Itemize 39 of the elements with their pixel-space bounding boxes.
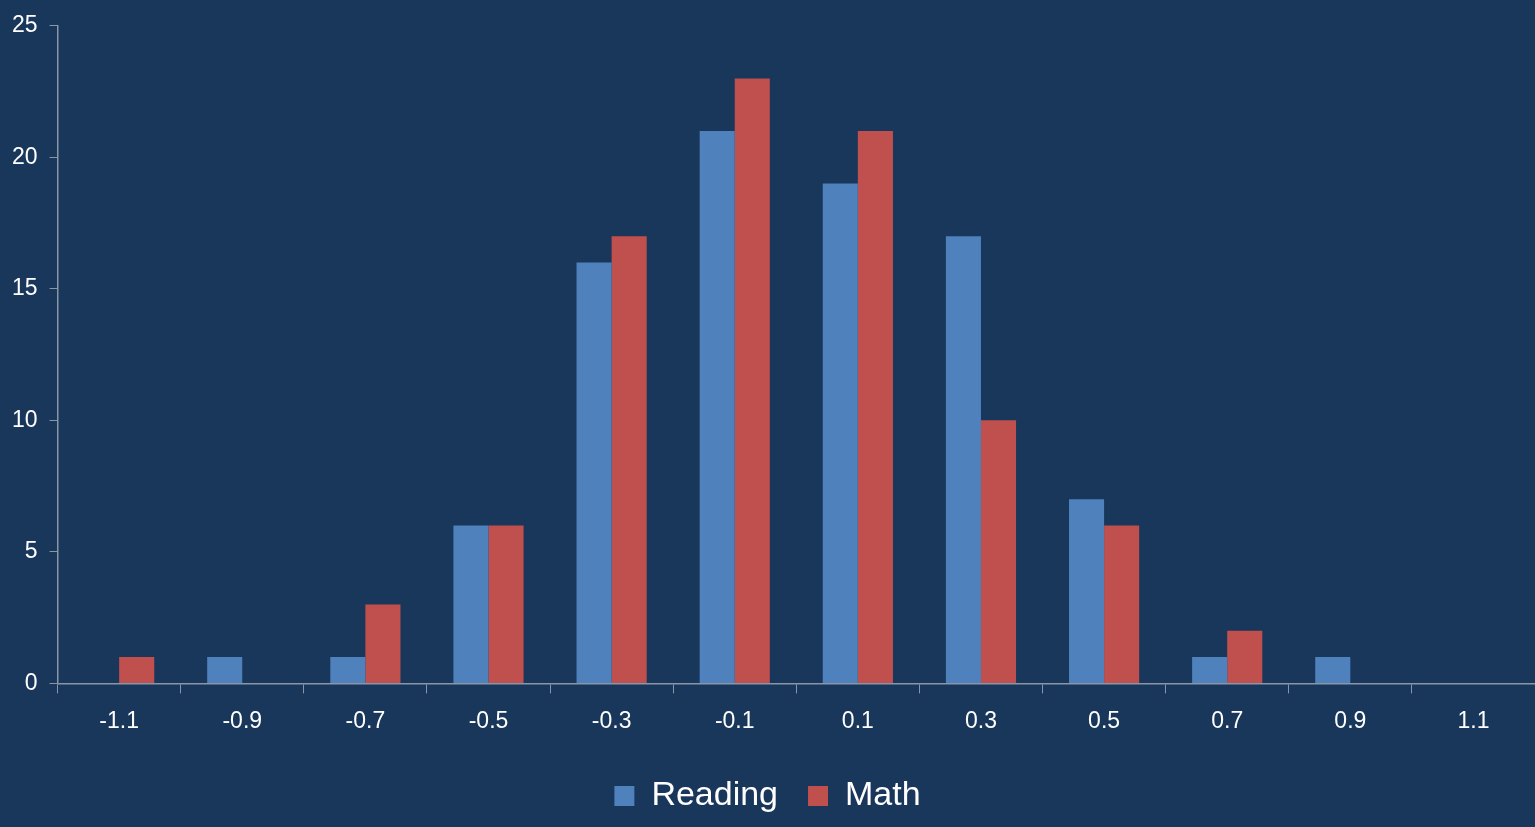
- x-tick-label: 0.7: [1211, 706, 1244, 733]
- legend-label: Math: [845, 774, 921, 813]
- x-tick-label: -1.1: [99, 706, 139, 733]
- bar: [1069, 499, 1105, 683]
- bar: [611, 236, 647, 683]
- bar: [576, 262, 612, 683]
- bar: [330, 657, 366, 683]
- bar: [699, 131, 735, 683]
- y-tick-label: 15: [11, 274, 38, 301]
- y-tick-label: 10: [11, 405, 38, 432]
- bar: [119, 657, 155, 683]
- y-tick-label: 20: [11, 142, 38, 169]
- bar: [945, 236, 981, 683]
- bar: [207, 657, 243, 683]
- y-tick-label: 0: [24, 668, 38, 695]
- bar: [365, 604, 401, 683]
- legend-label: Reading: [651, 774, 779, 813]
- bar: [857, 131, 893, 683]
- x-tick-label: 0.9: [1334, 706, 1367, 733]
- bar: [1227, 630, 1263, 683]
- x-tick-label: -0.3: [591, 706, 632, 733]
- x-tick-label: 0.5: [1088, 706, 1121, 733]
- x-tick-label: 1.1: [1457, 706, 1490, 733]
- x-tick-label: -0.9: [222, 706, 263, 733]
- x-tick-label: -0.7: [345, 706, 386, 733]
- x-tick-label: 0.1: [841, 706, 874, 733]
- x-tick-label: -0.1: [714, 706, 755, 733]
- bar: [1315, 657, 1351, 683]
- bar: [1192, 657, 1228, 683]
- y-tick-label: 5: [24, 537, 38, 564]
- bar: [822, 183, 858, 683]
- y-tick-label: 25: [11, 11, 38, 38]
- x-tick-label: -0.5: [468, 706, 509, 733]
- bar: [734, 78, 770, 683]
- bar: [980, 420, 1017, 683]
- bar: [1104, 525, 1140, 683]
- bar: [488, 525, 524, 683]
- bar: [453, 525, 489, 683]
- x-tick-label: 0.3: [964, 706, 997, 733]
